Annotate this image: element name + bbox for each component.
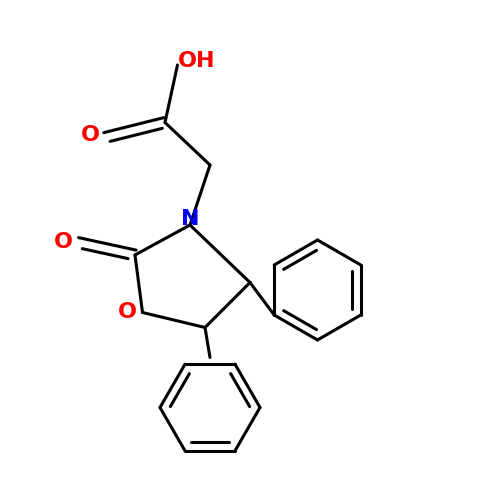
Text: N: N: [181, 209, 199, 229]
Text: O: O: [54, 232, 73, 252]
Text: O: O: [80, 125, 100, 145]
Text: OH: OH: [178, 51, 215, 71]
Text: O: O: [118, 302, 137, 322]
